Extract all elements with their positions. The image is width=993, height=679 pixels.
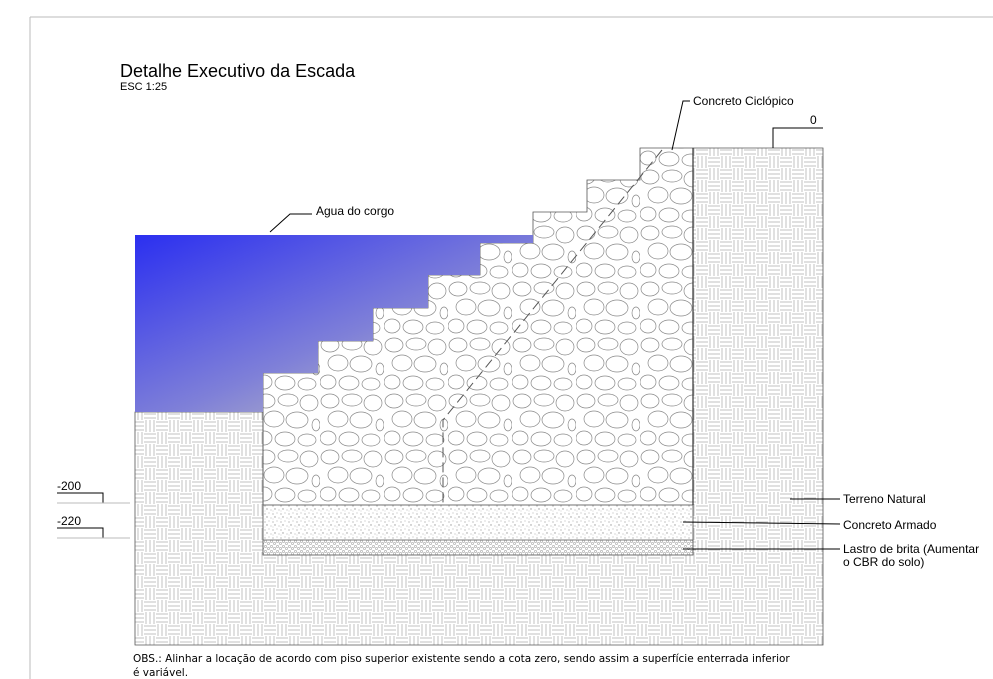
title: Detalhe Executivo da Escada xyxy=(120,61,356,81)
label-gravel: o CBR do solo) xyxy=(843,555,924,569)
level-mark xyxy=(57,492,104,503)
gravel-layer xyxy=(262,539,694,556)
label-level: 0 xyxy=(810,113,817,127)
leader xyxy=(682,521,841,525)
leader xyxy=(671,100,690,151)
label-concrete: Concreto Ciclópico xyxy=(693,94,794,108)
label-reinforced: Concreto Armado xyxy=(843,518,937,532)
label-level: -220 xyxy=(57,514,81,528)
label-terrain: Terreno Natural xyxy=(843,492,926,506)
note: OBS.: Alinhar a locação de acordo com pi… xyxy=(133,653,790,665)
note: é variável. xyxy=(133,667,188,679)
label-gravel: Lastro de brita (Aumentar xyxy=(843,542,979,556)
water xyxy=(135,235,533,412)
label-water: Agua do corgo xyxy=(316,204,394,218)
dashed-line xyxy=(442,149,663,505)
scale: ESC 1:25 xyxy=(120,81,167,93)
level-mark xyxy=(57,527,104,538)
leader xyxy=(269,213,312,233)
label-level: -200 xyxy=(57,479,81,493)
reinforced-concrete xyxy=(262,504,694,541)
leader xyxy=(772,127,823,148)
